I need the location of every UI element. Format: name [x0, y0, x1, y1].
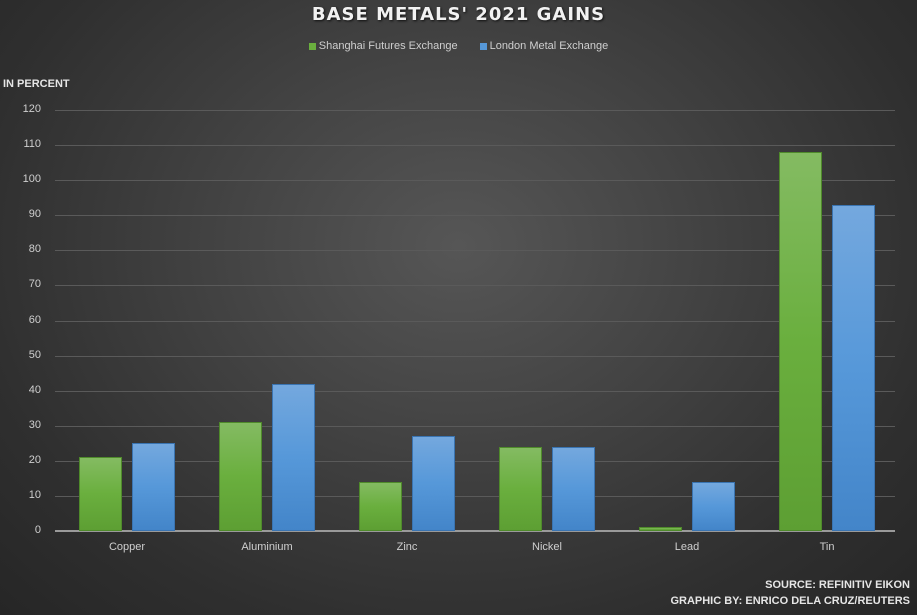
gridline	[55, 215, 895, 217]
y-tick-label: 70	[28, 278, 41, 291]
legend-item-shanghai: Shanghai Futures Exchange	[308, 40, 458, 52]
bar-copper-london	[132, 443, 175, 531]
legend-label: London Metal Exchange	[489, 40, 609, 52]
chart-title: BASE METALS' 2021 GAINS	[311, 4, 606, 25]
legend-swatch-blue	[479, 42, 487, 50]
gridline	[55, 180, 895, 182]
bar-aluminium-london	[272, 383, 315, 531]
y-tick-label: 40	[28, 383, 41, 396]
y-tick-label: 110	[23, 138, 41, 151]
bar-zinc-london	[412, 436, 455, 531]
bar-copper-shanghai	[79, 457, 122, 531]
y-tick-label: 30	[28, 418, 41, 431]
y-axis-unit-label: IN PERCENT	[3, 78, 70, 90]
legend-label: Shanghai Futures Exchange	[318, 40, 458, 52]
gridline	[55, 495, 895, 497]
x-axis-line	[55, 530, 895, 532]
bar-zinc-shanghai	[359, 481, 402, 531]
gridline	[55, 285, 895, 287]
bar-nickel-london	[552, 446, 595, 531]
y-tick-label: 100	[22, 173, 41, 186]
gridline	[55, 250, 895, 252]
x-category-label: Nickel	[532, 541, 562, 553]
gridline	[55, 110, 895, 111]
y-tick-label: 20	[28, 453, 41, 466]
x-category-label: Lead	[674, 541, 700, 553]
gridline	[55, 320, 895, 322]
gridline	[55, 460, 895, 462]
bar-lead-shanghai	[639, 527, 682, 531]
legend-swatch-green	[308, 42, 316, 50]
y-tick-label: 60	[28, 313, 41, 326]
gridline	[55, 355, 895, 357]
x-category-label: Copper	[108, 541, 146, 553]
bar-nickel-shanghai	[499, 446, 542, 531]
y-tick-label: 80	[28, 243, 41, 256]
y-tick-label: 10	[28, 488, 41, 501]
source-credit: SOURCE: REFINITIV EIKON	[765, 579, 910, 591]
x-category-label: Aluminium	[241, 541, 293, 553]
legend-item-london: London Metal Exchange	[479, 40, 609, 52]
gridline	[55, 425, 895, 427]
bar-lead-london	[692, 481, 735, 531]
y-tick-label: 90	[28, 208, 41, 221]
x-category-label: Zinc	[396, 541, 418, 553]
y-tick-label: 50	[28, 348, 41, 361]
gridline	[55, 390, 895, 392]
bar-tin-london	[832, 204, 875, 531]
y-tick-label: 0	[34, 524, 41, 536]
y-tick-label: 120	[22, 103, 41, 115]
chart-legend: Shanghai Futures Exchange London Metal E…	[0, 40, 917, 52]
gridline	[55, 145, 895, 147]
graphic-credit: GRAPHIC BY: ENRICO DELA CRUZ/REUTERS	[670, 595, 910, 607]
bar-aluminium-shanghai	[219, 422, 262, 531]
x-category-label: Tin	[819, 541, 835, 553]
bar-tin-shanghai	[779, 152, 822, 531]
